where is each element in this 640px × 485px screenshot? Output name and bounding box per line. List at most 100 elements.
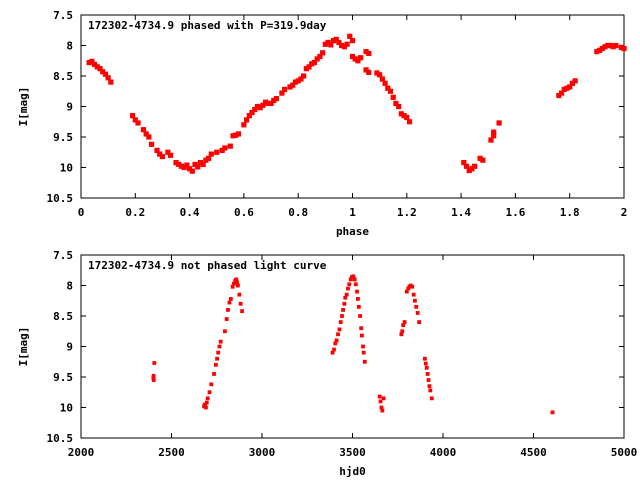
data-point bbox=[594, 49, 600, 55]
data-point bbox=[610, 44, 616, 50]
data-point bbox=[390, 94, 396, 100]
chart-title: 172302-4734.9 not phased light curve bbox=[88, 259, 327, 272]
data-point bbox=[148, 141, 155, 147]
data-point bbox=[207, 390, 212, 395]
data-point bbox=[246, 113, 252, 119]
data-point bbox=[351, 274, 356, 279]
data-point bbox=[344, 292, 349, 297]
data-point bbox=[205, 396, 210, 401]
data-point bbox=[151, 373, 156, 378]
data-point bbox=[173, 160, 179, 166]
data-point bbox=[167, 152, 174, 158]
data-point bbox=[423, 356, 427, 361]
data-point bbox=[348, 277, 353, 282]
data-point bbox=[488, 137, 494, 143]
data-point bbox=[203, 157, 209, 163]
data-point bbox=[295, 78, 301, 84]
data-point bbox=[480, 157, 486, 163]
data-point bbox=[550, 410, 555, 415]
data-point bbox=[466, 167, 472, 174]
data-point bbox=[236, 283, 240, 288]
x-tick-label: 0.8 bbox=[288, 206, 308, 219]
data-point bbox=[556, 92, 562, 99]
data-point bbox=[240, 309, 244, 314]
data-point bbox=[187, 166, 193, 172]
y-tick-label: 9 bbox=[66, 341, 73, 354]
plot-frame bbox=[80, 254, 625, 439]
data-point bbox=[218, 339, 223, 344]
data-point bbox=[132, 117, 138, 123]
data-point bbox=[232, 281, 236, 286]
data-point bbox=[477, 155, 483, 161]
data-point bbox=[94, 64, 100, 70]
data-point bbox=[233, 132, 239, 138]
data-point bbox=[363, 49, 369, 55]
data-point bbox=[254, 103, 261, 110]
data-point bbox=[330, 350, 335, 355]
data-point bbox=[404, 114, 410, 121]
y-tick-label: 7.5 bbox=[53, 9, 73, 22]
x-tick-label: 4500 bbox=[520, 446, 547, 459]
data-point bbox=[341, 308, 345, 312]
data-point bbox=[413, 298, 417, 303]
data-point bbox=[200, 161, 206, 168]
data-point bbox=[320, 50, 326, 56]
data-point bbox=[359, 326, 364, 331]
data-point bbox=[472, 163, 478, 169]
data-point bbox=[343, 295, 348, 300]
data-point bbox=[358, 55, 364, 61]
data-point bbox=[195, 164, 201, 170]
data-point bbox=[596, 47, 603, 53]
data-point bbox=[212, 372, 216, 376]
data-point bbox=[317, 53, 323, 60]
data-point bbox=[378, 399, 383, 404]
data-points bbox=[86, 33, 627, 174]
x-axis-ticks: 2000 2500 3000 3500 4000 4500 5000 bbox=[68, 255, 637, 459]
data-point bbox=[491, 133, 497, 139]
data-point bbox=[349, 53, 356, 60]
x-tick-label: 1.4 bbox=[451, 206, 471, 219]
data-point bbox=[337, 327, 342, 332]
data-point bbox=[621, 45, 627, 52]
data-point bbox=[362, 359, 367, 364]
data-point bbox=[249, 110, 255, 116]
data-point bbox=[352, 277, 357, 282]
data-point bbox=[189, 168, 195, 174]
data-point bbox=[613, 42, 619, 49]
data-point bbox=[265, 100, 271, 107]
y-tick-label: 8.5 bbox=[53, 70, 73, 83]
data-point bbox=[607, 42, 614, 49]
chart-title: 172302-4734.9 phased with P=319.9day bbox=[88, 19, 327, 32]
data-point bbox=[181, 164, 187, 171]
data-point bbox=[237, 292, 242, 297]
data-point bbox=[401, 113, 407, 119]
x-tick-label: 1 bbox=[349, 206, 356, 219]
data-point bbox=[496, 120, 502, 126]
data-point bbox=[238, 301, 243, 306]
data-point bbox=[105, 75, 111, 81]
data-point bbox=[355, 289, 359, 294]
data-point bbox=[379, 405, 384, 410]
data-point bbox=[100, 69, 106, 75]
data-point bbox=[361, 344, 365, 349]
x-tick-label: 1.6 bbox=[505, 206, 525, 219]
data-point bbox=[252, 106, 258, 113]
x-axis-ticks: 0 0.2 0.4 0.6 0.8 1 1.2 1.4 1.6 1.8 2 bbox=[78, 15, 627, 219]
data-point bbox=[358, 314, 363, 318]
data-point bbox=[108, 79, 114, 85]
x-tick-label: 3500 bbox=[339, 446, 366, 459]
data-point bbox=[469, 166, 475, 172]
data-point bbox=[176, 161, 182, 168]
data-point bbox=[406, 119, 413, 125]
x-tick-label: 3000 bbox=[249, 446, 276, 459]
data-point bbox=[192, 161, 198, 168]
x-tick-label: 0.2 bbox=[125, 206, 145, 219]
data-point bbox=[360, 333, 364, 338]
data-point bbox=[618, 44, 624, 50]
data-point bbox=[234, 277, 239, 282]
y-tick-label: 8 bbox=[66, 40, 73, 53]
x-tick-label: 1.2 bbox=[397, 206, 417, 219]
y-axis-ticks: 7.5 8 8.5 9 9.5 10 10.5 bbox=[47, 9, 624, 205]
data-point bbox=[381, 396, 386, 401]
data-point bbox=[333, 36, 339, 42]
